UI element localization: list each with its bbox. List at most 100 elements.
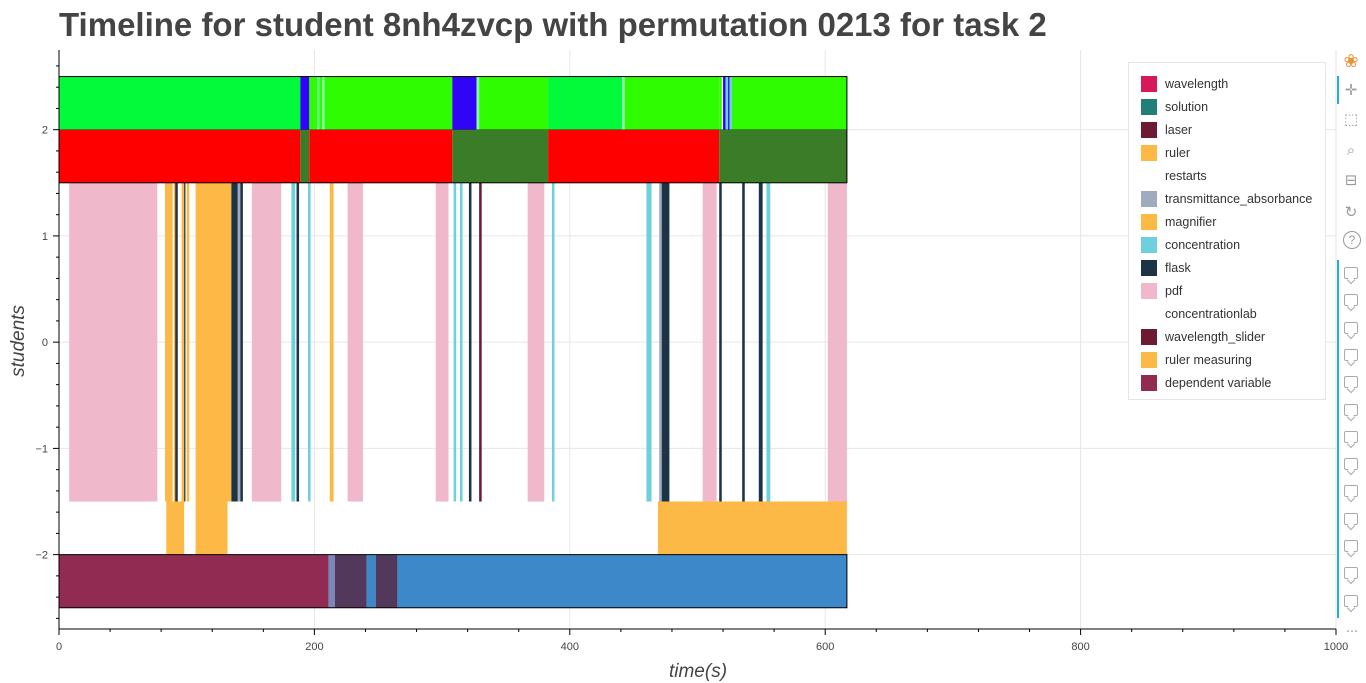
timeline-segment	[164, 182, 173, 502]
hover-tool-icon[interactable]	[1344, 348, 1358, 361]
legend-label: wavelength_slider	[1165, 329, 1266, 344]
timeline-segment	[452, 129, 549, 183]
legend-item[interactable]: ruler	[1129, 141, 1325, 164]
hover-tool-icon[interactable]	[1344, 458, 1358, 471]
legend-swatch	[1141, 305, 1157, 322]
timeline-segment	[186, 182, 190, 502]
hover-tool-icon[interactable]	[1344, 430, 1358, 443]
pan-icon[interactable]: ✛	[1344, 82, 1358, 99]
hover-tool-icon[interactable]	[1344, 321, 1358, 334]
hover-tool-icon[interactable]	[1344, 594, 1358, 607]
timeline-segment	[173, 182, 176, 502]
legend-item[interactable]: pdf	[1129, 279, 1325, 302]
legend-label: ruler	[1165, 145, 1191, 160]
hover-tool-icon[interactable]	[1344, 294, 1358, 307]
timeline-segment	[719, 76, 722, 130]
timeline-segment	[548, 76, 623, 130]
legend-item[interactable]: concentrationlab	[1129, 302, 1325, 325]
y-tick-label: 1	[42, 231, 48, 243]
timeline-segment	[231, 182, 238, 502]
timeline-segment	[527, 182, 545, 502]
legend-item[interactable]: restarts	[1129, 164, 1325, 187]
legend-swatch	[1141, 374, 1157, 391]
hover-tool-icon[interactable]	[1344, 540, 1358, 552]
legend-label: transmittance_absorbance	[1165, 191, 1313, 206]
timeline-segment	[316, 76, 320, 130]
timeline-segment	[702, 182, 717, 502]
legend-item[interactable]: laser	[1129, 118, 1325, 141]
more-tools-icon[interactable]: ⋯	[1346, 624, 1358, 638]
legend-label: restarts	[1165, 168, 1207, 183]
legend-item[interactable]: transmittance_absorbance	[1129, 187, 1325, 210]
legend-swatch	[1141, 98, 1157, 115]
timeline-segment	[291, 182, 296, 502]
y-tick-label: −1	[35, 443, 48, 455]
timeline-segment	[328, 554, 335, 608]
legend-swatch	[1141, 351, 1157, 368]
timeline-segment	[719, 129, 847, 183]
hover-tool-icon[interactable]	[1344, 376, 1358, 389]
legend-swatch	[1141, 167, 1157, 184]
legend-label: wavelength	[1165, 76, 1229, 91]
x-axis-label: time(s)	[669, 661, 727, 682]
timeline-segment	[300, 129, 310, 183]
timeline-segment	[347, 182, 363, 502]
timeline-segment	[731, 76, 847, 130]
y-tick-label: −2	[35, 550, 48, 562]
timeline-segment	[251, 182, 282, 502]
timeline-segment	[195, 182, 232, 502]
timeline-segment	[329, 182, 334, 502]
hover-tool-icon[interactable]	[1344, 267, 1358, 279]
chart-title: Timeline for student 8nh4zvcp with permu…	[59, 6, 1047, 43]
timeline-segment	[366, 554, 376, 608]
timeline-segment	[758, 182, 763, 502]
timeline-segment	[661, 182, 670, 502]
timeline-segment	[728, 76, 730, 130]
timeline-segment	[659, 182, 662, 502]
reset-icon[interactable]: ↻	[1344, 204, 1358, 221]
wheel-zoom-icon[interactable]: ⌕	[1346, 141, 1356, 159]
legend-swatch	[1141, 213, 1157, 230]
timeline-segment	[459, 182, 463, 502]
timeline-segment	[468, 182, 472, 502]
timeline-segment	[59, 554, 329, 608]
timeline-segment	[181, 182, 185, 502]
legend-swatch	[1141, 190, 1157, 207]
timeline-segment	[375, 554, 398, 608]
timeline-segment	[322, 76, 325, 130]
legend-swatch	[1141, 259, 1157, 276]
legend-item[interactable]: dependent variable	[1129, 371, 1325, 394]
legend-swatch	[1141, 144, 1157, 161]
legend-item[interactable]: ruler measuring	[1129, 348, 1325, 371]
legend-label: laser	[1165, 122, 1193, 137]
legend-item[interactable]: wavelength_slider	[1129, 325, 1325, 348]
legend-label: flask	[1165, 260, 1191, 275]
legend-item[interactable]: concentration	[1129, 233, 1325, 256]
help-icon[interactable]: ?	[1343, 231, 1361, 249]
hover-tool-icon[interactable]	[1344, 567, 1358, 580]
legend-label: concentration	[1165, 237, 1241, 252]
bokeh-logo-icon[interactable]: ❀	[1343, 50, 1359, 71]
hover-tool-icon[interactable]	[1344, 485, 1358, 498]
plot-toolbar: ❀ ✛ ⬚ ⌕ ⊟ ↻? ⋯	[1336, 48, 1366, 683]
timeline-segment	[551, 182, 555, 502]
x-tick-label: 200	[305, 641, 323, 653]
legend-label: magnifier	[1165, 214, 1217, 229]
legend-label: pdf	[1165, 283, 1183, 298]
legend-item[interactable]: flask	[1129, 256, 1325, 279]
x-tick-label: 600	[816, 641, 834, 653]
legend-item[interactable]: magnifier	[1129, 210, 1325, 233]
legend-label: ruler measuring	[1165, 352, 1252, 367]
active-hover-indicator	[1337, 260, 1339, 618]
legend-item[interactable]: solution	[1129, 95, 1325, 118]
timeline-segment	[300, 76, 310, 130]
save-icon[interactable]: ⊟	[1344, 172, 1358, 189]
hover-tool-icon[interactable]	[1344, 403, 1358, 416]
hover-tool-icon[interactable]	[1344, 512, 1358, 525]
timeline-segments	[59, 76, 847, 608]
timeline-segment	[308, 182, 311, 502]
legend-label: concentrationlab	[1165, 306, 1257, 321]
legend-item[interactable]: wavelength	[1129, 72, 1325, 95]
box-zoom-icon[interactable]: ⬚	[1343, 111, 1359, 128]
